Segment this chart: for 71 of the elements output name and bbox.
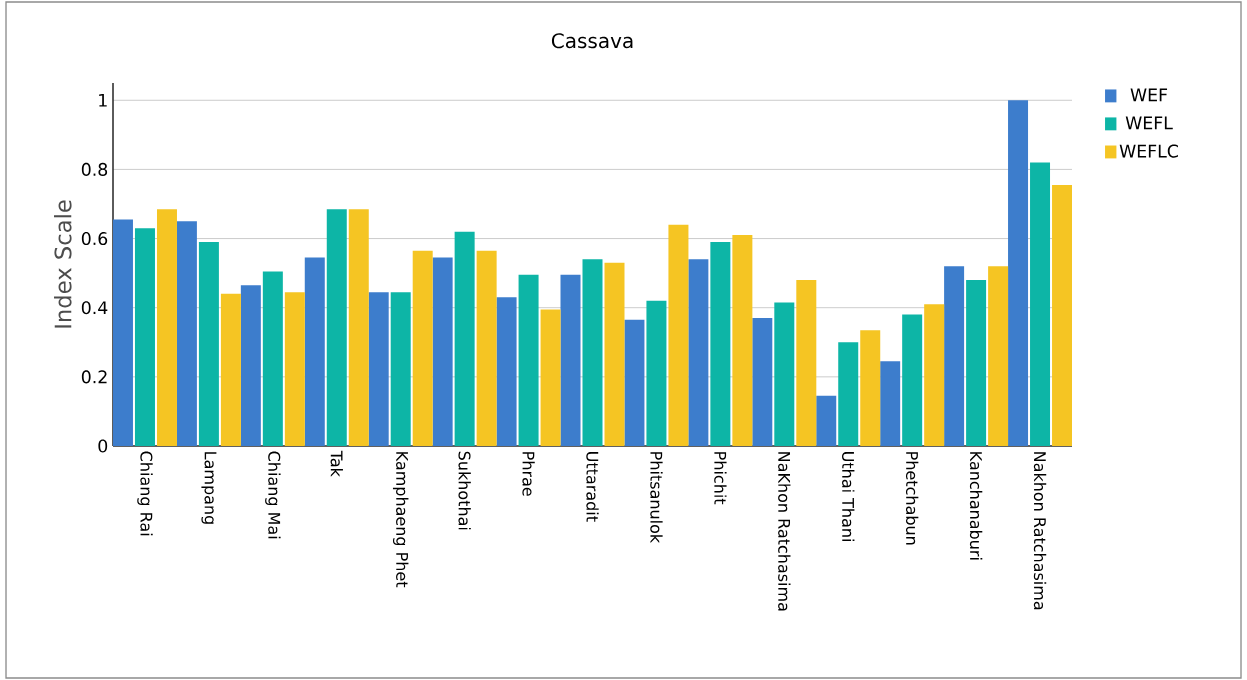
x-tick-label: Kamphaeng Phet [392, 452, 409, 588]
x-tick-label: Chiang Mai [265, 451, 281, 539]
x-tick-label: Phetchabun [905, 452, 919, 545]
bar [348, 209, 369, 446]
bar [326, 209, 347, 446]
bar [646, 300, 667, 446]
x-tick-label: Nakhon Ratchasima [1033, 452, 1047, 610]
bar [752, 318, 773, 446]
bar [540, 309, 561, 446]
bar [732, 235, 753, 446]
bar [668, 224, 689, 446]
chart-title: Cassava [551, 33, 633, 49]
y-tick-label: 0.4 [81, 301, 108, 315]
bar [134, 228, 155, 446]
x-tick-label: Kanchanaburi [969, 452, 983, 560]
bar [944, 266, 965, 446]
bar [304, 257, 325, 446]
bar [240, 285, 261, 446]
bar [880, 361, 901, 446]
y-tick-label: 0.2 [81, 370, 107, 384]
y-tick-label: 0 [98, 439, 108, 453]
legend-label: WEFL [1125, 116, 1173, 130]
legend-label: WEFLC [1119, 144, 1178, 158]
bar [988, 266, 1009, 446]
x-tick-label: Uthai Thani [842, 452, 855, 541]
bar [774, 302, 795, 446]
bar [176, 221, 197, 446]
bar [220, 293, 241, 446]
x-tick-label: Phitsanulok [650, 452, 663, 544]
x-tick-label: Tak [330, 450, 343, 477]
bar [476, 250, 497, 446]
bar [624, 319, 645, 446]
bar [796, 280, 817, 446]
y-tick-label: 0.8 [81, 162, 108, 176]
x-tick-label: NaKhon Ratchasima [778, 452, 791, 611]
bar [710, 242, 731, 446]
bar [816, 395, 837, 446]
bar [113, 219, 133, 446]
x-tick-label: Phrae [522, 452, 535, 496]
bar [924, 304, 945, 446]
y-tick-label: 0.6 [81, 232, 108, 246]
bar [390, 292, 411, 446]
x-tick-label: Lampang [201, 452, 217, 524]
bar [284, 292, 305, 446]
bar [412, 250, 433, 446]
x-tick-label: Phichit [714, 452, 727, 505]
bar [518, 274, 539, 446]
bar [902, 314, 923, 446]
bar [368, 292, 389, 446]
y-axis-title: Index Scale [54, 200, 72, 328]
bar [454, 231, 475, 446]
bar [838, 342, 859, 446]
bar [1052, 184, 1072, 446]
bar [496, 297, 517, 446]
bar [1008, 100, 1029, 446]
bar [688, 259, 709, 446]
bar [966, 280, 987, 446]
bar [560, 274, 581, 446]
bar [604, 262, 625, 446]
bar [860, 330, 881, 446]
bar [432, 257, 453, 446]
y-tick-label: 1 [99, 93, 107, 107]
x-tick-label: Uttaradit [586, 452, 599, 522]
bar [1030, 162, 1051, 446]
bar [262, 271, 283, 446]
x-tick-label: Chiang Rai [137, 451, 153, 536]
legend-label: WEF [1130, 88, 1168, 102]
x-tick-label: Sukhothai [458, 451, 471, 530]
bar [156, 209, 177, 446]
bar [582, 259, 603, 446]
bar [198, 242, 219, 446]
